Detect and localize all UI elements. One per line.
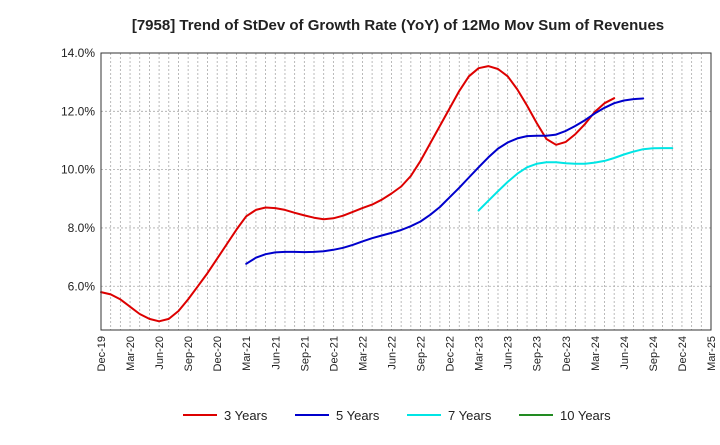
x-tick-label: Dec-23 xyxy=(561,336,573,371)
x-tick-label: Sep-22 xyxy=(416,336,428,371)
chart-title: [7958] Trend of StDev of Growth Rate (Yo… xyxy=(132,17,664,34)
plot-area xyxy=(101,53,711,330)
legend-label: 3 Years xyxy=(224,408,268,423)
x-tick-label: Dec-24 xyxy=(677,336,689,371)
x-tick-label: Sep-24 xyxy=(648,336,660,371)
x-tick-label: Sep-23 xyxy=(532,336,544,371)
series-line-5-years xyxy=(245,97,645,265)
x-tick-label: Mar-22 xyxy=(357,336,369,371)
series-line-3-years xyxy=(100,65,616,323)
y-tick-label: 12.0% xyxy=(61,104,95,118)
x-tick-label: Jun-24 xyxy=(619,336,631,370)
y-axis-ticks: 6.0% 8.0% 10.0% 12.0% 14.0% xyxy=(61,46,95,293)
legend-label: 5 Years xyxy=(336,408,380,423)
y-tick-label: 14.0% xyxy=(61,46,95,60)
x-tick-label: Mar-23 xyxy=(474,336,486,371)
series-line-7-years xyxy=(477,147,674,212)
y-tick-label: 8.0% xyxy=(68,221,96,235)
x-tick-label: Sep-20 xyxy=(183,336,195,371)
plot-border xyxy=(100,52,712,331)
y-tick-label: 6.0% xyxy=(68,279,96,293)
x-tick-label: Dec-21 xyxy=(328,336,340,371)
x-tick-label: Dec-22 xyxy=(445,336,457,371)
x-tick-label: Mar-20 xyxy=(125,336,137,371)
x-tick-label: Mar-25 xyxy=(706,336,718,371)
legend-label: 10 Years xyxy=(560,408,611,423)
x-tick-label: Mar-21 xyxy=(241,336,253,371)
x-tick-label: Sep-21 xyxy=(299,336,311,371)
x-tick-label: Jun-20 xyxy=(154,336,166,370)
x-tick-label: Dec-19 xyxy=(96,336,108,371)
legend: 3 Years 5 Years 7 Years 10 Years xyxy=(183,408,611,423)
x-tick-label: Jun-22 xyxy=(386,336,398,370)
x-axis-ticks: Dec-19 Mar-20 Jun-20 Sep-20 Dec-20 Mar-21 Jun-… xyxy=(96,336,718,371)
x-tick-label: Dec-20 xyxy=(212,336,224,371)
x-tick-label: Mar-24 xyxy=(590,336,602,371)
series-lines xyxy=(100,65,674,323)
y-tick-label: 10.0% xyxy=(61,163,95,177)
x-tick-label: Jun-21 xyxy=(270,336,282,370)
x-tick-label: Jun-23 xyxy=(503,336,515,370)
legend-label: 7 Years xyxy=(448,408,492,423)
